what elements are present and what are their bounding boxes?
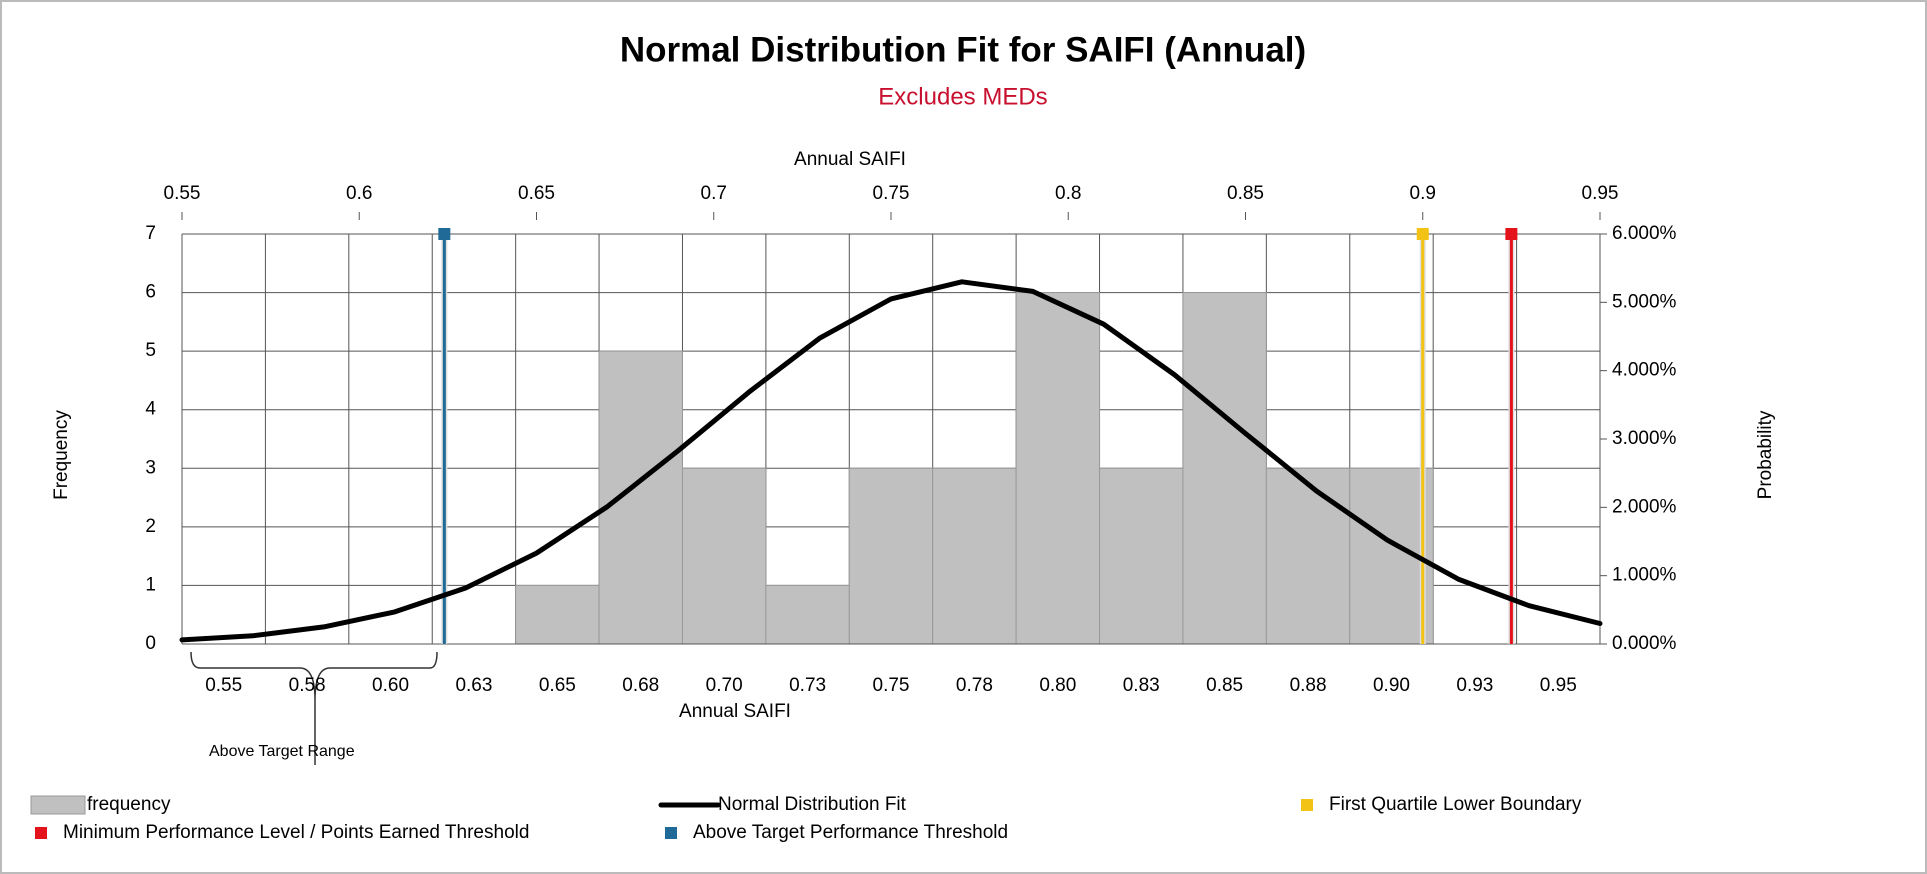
x-tick-label: 0.78 [956, 675, 993, 696]
legend-swatch [30, 795, 86, 815]
x-tick-label: 0.90 [1373, 675, 1410, 696]
x-axis-title: Annual SAIFI [679, 701, 791, 722]
bar [515, 584, 600, 645]
y-tick-label: 7 [145, 223, 156, 244]
x-tick-label: 0.93 [1456, 675, 1493, 696]
y2-tick-label: 5.000% [1612, 291, 1677, 312]
y-tick-label: 1 [145, 574, 156, 595]
y-tick-label: 5 [145, 340, 156, 361]
x-axis-title-top: Annual SAIFI [794, 149, 906, 170]
bar [932, 467, 1017, 645]
threshold-marker [1416, 228, 1429, 240]
legend-swatch [1301, 799, 1313, 811]
bar [848, 467, 934, 645]
y-tick-label: 2 [145, 516, 156, 537]
bar [598, 350, 683, 645]
y2-tick-label: 6.000% [1612, 223, 1677, 244]
legend-swatch [665, 827, 677, 839]
x-tick-label: 0.85 [1206, 675, 1243, 696]
y-tick-label: 4 [145, 399, 156, 420]
bar [765, 584, 850, 645]
x-tick-label: 0.60 [372, 675, 409, 696]
y2-axis-title: Probability [1755, 410, 1776, 499]
threshold-marker [438, 228, 451, 240]
bar [1099, 467, 1184, 645]
x-top-tick-label: 0.65 [518, 183, 555, 204]
x-top-tick-label: 0.7 [701, 183, 727, 204]
x-top-tick-label: 0.6 [346, 183, 372, 204]
y-axis-title: Frequency [51, 410, 72, 500]
legend-label: First Quartile Lower Boundary [1329, 794, 1582, 815]
legend-swatch [35, 827, 47, 839]
y2-tick-label: 3.000% [1612, 428, 1677, 449]
x-tick-label: 0.88 [1290, 675, 1327, 696]
legend-label: Above Target Performance Threshold [693, 822, 1008, 843]
y-tick-label: 3 [145, 457, 156, 478]
x-top-tick-label: 0.85 [1227, 183, 1264, 204]
annotation: Above Target Range [209, 743, 355, 760]
x-top-tick-label: 0.8 [1055, 183, 1081, 204]
bar [1015, 292, 1101, 645]
x-tick-label: 0.73 [789, 675, 826, 696]
x-tick-label: 0.68 [622, 675, 659, 696]
y2-tick-label: 2.000% [1612, 496, 1677, 517]
x-tick-label: 0.95 [1540, 675, 1577, 696]
y2-tick-label: 0.000% [1612, 633, 1677, 654]
y-tick-label: 6 [145, 282, 156, 303]
x-tick-label: 0.65 [539, 675, 576, 696]
chart-title: Normal Distribution Fit for SAIFI (Annua… [620, 30, 1306, 69]
chart-subtitle: Excludes MEDs [878, 83, 1047, 110]
x-tick-label: 0.80 [1039, 675, 1076, 696]
y2-tick-label: 4.000% [1612, 360, 1677, 381]
legend-label: Minimum Performance Level / Points Earne… [63, 822, 529, 843]
x-top-tick-label: 0.95 [1582, 183, 1619, 204]
y-tick-label: 0 [145, 633, 156, 654]
x-tick-label: 0.58 [289, 675, 326, 696]
normal-curve [179, 279, 1603, 643]
bar [1265, 467, 1351, 645]
x-tick-label: 0.75 [873, 675, 910, 696]
bar [681, 467, 767, 645]
x-tick-label: 0.63 [455, 675, 492, 696]
y2-tick-label: 1.000% [1612, 565, 1677, 586]
x-tick-label: 0.70 [706, 675, 743, 696]
x-tick-label: 0.83 [1123, 675, 1160, 696]
x-top-tick-label: 0.55 [164, 183, 201, 204]
legend-label: frequency [87, 794, 171, 815]
threshold-marker [1505, 228, 1518, 240]
x-tick-label: 0.55 [205, 675, 242, 696]
x-top-tick-label: 0.75 [873, 183, 910, 204]
bar [1182, 292, 1267, 645]
x-top-tick-label: 0.9 [1410, 183, 1436, 204]
legend-label: Normal Distribution Fit [718, 794, 907, 815]
